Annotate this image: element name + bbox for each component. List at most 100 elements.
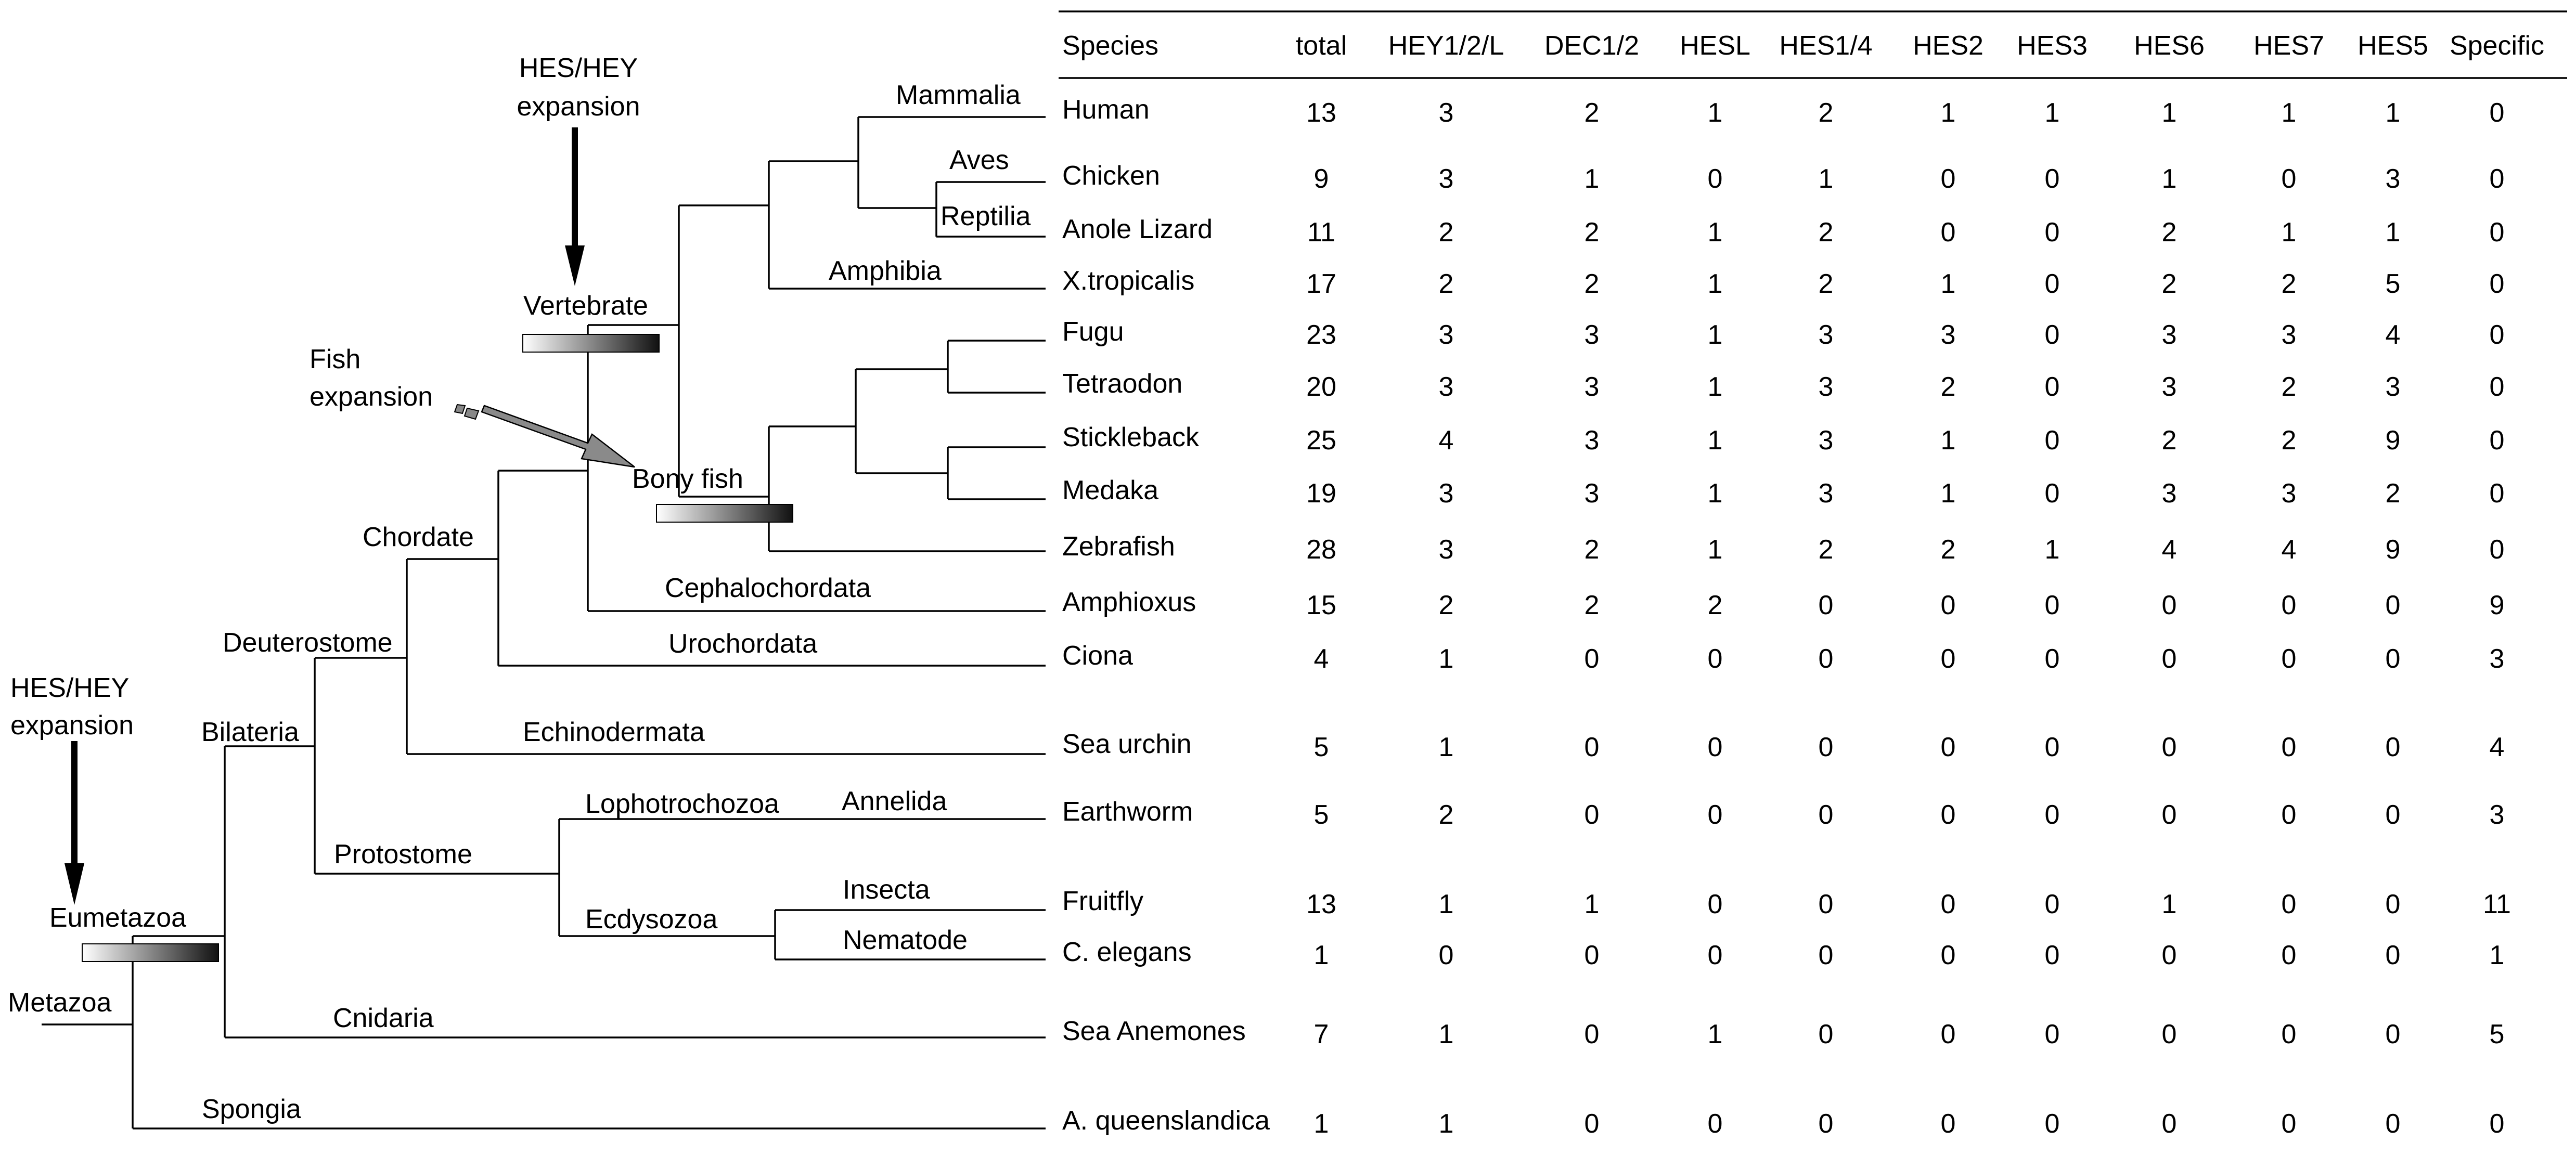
table-cell: 1 bbox=[1941, 269, 1956, 299]
species-name: Medaka bbox=[1062, 475, 1158, 505]
clade-label-eumetazoa: Eumetazoa bbox=[49, 903, 186, 933]
table-cell: 0 bbox=[1585, 800, 1600, 830]
table-cell: 3 bbox=[2386, 164, 2401, 194]
phylogenetic-tree bbox=[42, 116, 1046, 1130]
species-name: X.tropicalis bbox=[1062, 266, 1194, 296]
table-cell: 4 bbox=[2162, 535, 2177, 565]
table-cell: 0 bbox=[1708, 732, 1723, 762]
table-cell: 0 bbox=[2045, 1109, 2060, 1139]
table-cell: 0 bbox=[1585, 644, 1600, 674]
table-row: Human 13 3 2 1 2 1 1 1 1 1 0 bbox=[1062, 95, 2504, 128]
table-cell: 0 bbox=[2282, 644, 2297, 674]
table-cell: 0 bbox=[1941, 800, 1956, 830]
species-name: Sea Anemones bbox=[1062, 1016, 1246, 1046]
table-cell: 1 bbox=[1819, 164, 1834, 194]
table-cell: 0 bbox=[2045, 425, 2060, 456]
table-cell: 0 bbox=[2386, 732, 2401, 762]
bony-fish-gradient-bar bbox=[656, 504, 793, 523]
table-cell: 0 bbox=[1941, 590, 1956, 620]
table-cell: 0 bbox=[2045, 940, 2060, 970]
clade-label-aves: Aves bbox=[949, 145, 1009, 175]
species-name: Human bbox=[1062, 95, 1150, 125]
table-cell: 3 bbox=[2490, 800, 2505, 830]
table-cell: 0 bbox=[2490, 478, 2505, 509]
table-cell: 3 bbox=[1819, 478, 1834, 509]
tree-labels: Mammalia Aves Reptilia Amphibia Vertebra… bbox=[8, 53, 1031, 1124]
table-cell: 1 bbox=[2386, 98, 2401, 128]
table-cell: 0 bbox=[1819, 889, 1834, 919]
table-cell: 3 bbox=[1585, 425, 1600, 456]
clade-label-spongia: Spongia bbox=[202, 1094, 301, 1124]
species-name: Sea urchin bbox=[1062, 729, 1192, 759]
table-cell: 0 bbox=[2282, 889, 2297, 919]
table-cell: 0 bbox=[2162, 732, 2177, 762]
species-name: Amphioxus bbox=[1062, 587, 1196, 617]
table-cell: 0 bbox=[2386, 940, 2401, 970]
table-cell: 4 bbox=[2386, 320, 2401, 350]
table-cell: 2 bbox=[1819, 98, 1834, 128]
left-expansion-arrow-icon bbox=[65, 741, 84, 905]
table-header: Species total HEY1/2/L DEC1/2 HESL HES1/4 HES2… bbox=[1062, 31, 2544, 61]
clade-label-bilateria: Bilateria bbox=[201, 717, 299, 747]
table-cell: 0 bbox=[2490, 217, 2505, 248]
table-cell: 0 bbox=[1819, 644, 1834, 674]
table-cell: 11 bbox=[1307, 217, 1335, 248]
clade-label-cnidaria: Cnidaria bbox=[333, 1003, 434, 1033]
eumetazoa-gradient-bar bbox=[82, 943, 219, 962]
table-cell: 2 bbox=[1585, 590, 1600, 620]
annotation-hes-hey-top-line1: HES/HEY bbox=[519, 53, 638, 83]
table-cell: 3 bbox=[2490, 644, 2505, 674]
table-cell: 3 bbox=[1585, 478, 1600, 509]
table-cell: 0 bbox=[2162, 590, 2177, 620]
table-cell: 0 bbox=[1708, 644, 1723, 674]
table-cell: 11 bbox=[2483, 889, 2511, 919]
table-cell: 0 bbox=[2490, 372, 2505, 402]
table-cell: 0 bbox=[2282, 800, 2297, 830]
table-cell: 3 bbox=[2162, 320, 2177, 350]
column-header-hes6: HES6 bbox=[2134, 31, 2205, 61]
clade-label-mammalia: Mammalia bbox=[896, 80, 1021, 110]
table-row: Amphioxus 15 2 2 2 0 0 0 0 0 0 9 bbox=[1062, 587, 2504, 620]
column-header-specific: Specific bbox=[2450, 31, 2544, 61]
species-name: Earthworm bbox=[1062, 797, 1193, 827]
table-cell: 0 bbox=[2386, 1019, 2401, 1049]
table-cell: 0 bbox=[2282, 940, 2297, 970]
table-cell: 4 bbox=[1314, 644, 1329, 674]
table-cell: 0 bbox=[2045, 164, 2060, 194]
table-cell: 2 bbox=[1708, 590, 1723, 620]
table-cell: 2 bbox=[1439, 800, 1454, 830]
table-cell: 0 bbox=[2282, 1109, 2297, 1139]
table-cell: 3 bbox=[2386, 372, 2401, 402]
table-cell: 2 bbox=[2162, 269, 2177, 299]
table-cell: 1 bbox=[2386, 217, 2401, 248]
clade-label-chordate: Chordate bbox=[363, 522, 474, 552]
clade-label-vertebrate: Vertebrate bbox=[523, 291, 648, 321]
table-cell: 3 bbox=[1819, 372, 1834, 402]
column-header-hes2: HES2 bbox=[1913, 31, 1983, 61]
table-cell: 1 bbox=[1585, 889, 1600, 919]
table-row: Sea Anemones 7 1 0 1 0 0 0 0 0 0 5 bbox=[1062, 1016, 2504, 1049]
table-cell: 0 bbox=[1819, 940, 1834, 970]
table-cell: 0 bbox=[1708, 1109, 1723, 1139]
table-cell: 0 bbox=[2386, 800, 2401, 830]
table-cell: 2 bbox=[1819, 535, 1834, 565]
table-cell: 0 bbox=[2490, 164, 2505, 194]
table-cell: 0 bbox=[2162, 1019, 2177, 1049]
table-cell: 2 bbox=[2282, 269, 2297, 299]
table-cell: 1 bbox=[1708, 98, 1723, 128]
table-cell: 5 bbox=[1314, 732, 1329, 762]
table-cell: 0 bbox=[1819, 800, 1834, 830]
table-row: Medaka 19 3 3 1 3 1 0 3 3 2 0 bbox=[1062, 475, 2504, 509]
table-cell: 3 bbox=[1439, 164, 1454, 194]
table-cell: 0 bbox=[2490, 98, 2505, 128]
table-cell: 0 bbox=[1819, 1109, 1834, 1139]
table-cell: 1 bbox=[1708, 478, 1723, 509]
table-cell: 0 bbox=[2282, 732, 2297, 762]
table-cell: 28 bbox=[1306, 535, 1336, 565]
table-cell: 0 bbox=[2282, 590, 2297, 620]
annotation-hes-hey-left-line1: HES/HEY bbox=[10, 673, 129, 703]
top-expansion-arrow-icon bbox=[565, 127, 585, 286]
table-cell: 5 bbox=[2490, 1019, 2505, 1049]
